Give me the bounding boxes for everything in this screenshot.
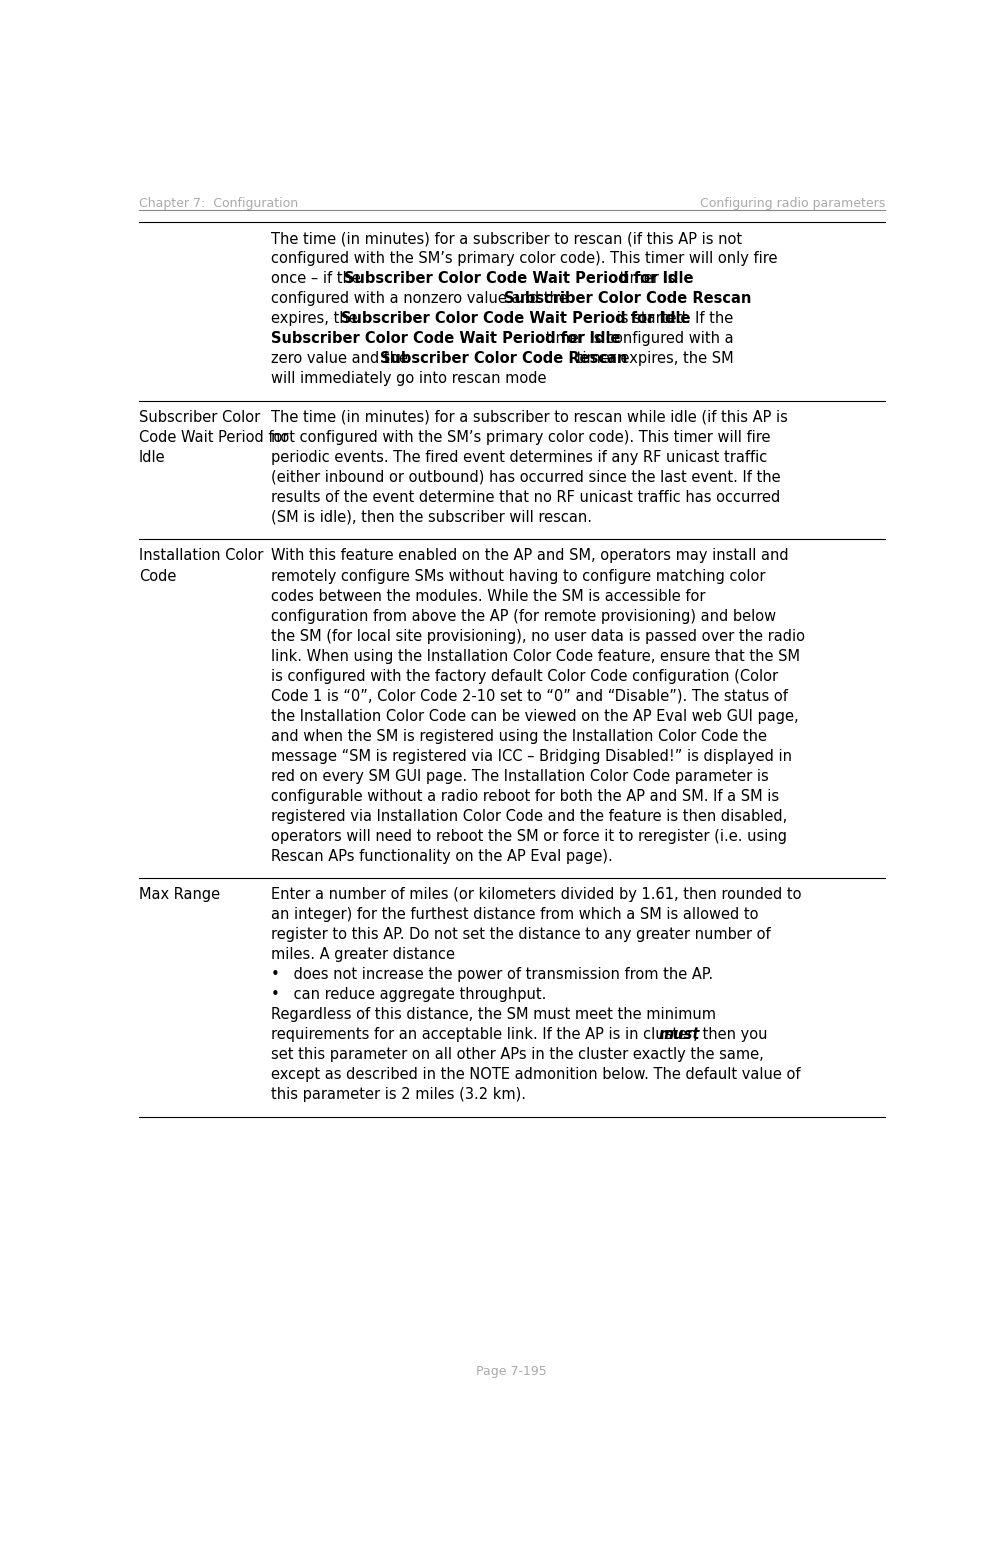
Text: •   does not increase the power of transmission from the AP.: • does not increase the power of transmi… [271,967,712,983]
Text: configured with a nonzero value and the: configured with a nonzero value and the [271,291,572,306]
Text: miles. A greater distance: miles. A greater distance [271,947,455,963]
Text: Subscriber Color Code Wait Period for Idle: Subscriber Color Code Wait Period for Id… [271,331,620,347]
Text: must: must [659,1028,700,1042]
Text: is started. If the: is started. If the [612,311,733,327]
Text: periodic events. The fired event determines if any RF unicast traffic: periodic events. The fired event determi… [271,449,767,465]
Text: the Installation Color Code can be viewed on the AP Eval web GUI page,: the Installation Color Code can be viewe… [271,709,798,723]
Text: message “SM is registered via ICC – Bridging Disabled!” is displayed in: message “SM is registered via ICC – Brid… [271,748,791,764]
Text: timer expires, the SM: timer expires, the SM [572,351,733,367]
Text: Code Wait Period for: Code Wait Period for [139,429,289,445]
Text: (either inbound or outbound) has occurred since the last event. If the: (either inbound or outbound) has occurre… [271,470,780,485]
Text: red on every SM GUI page. The Installation Color Code parameter is: red on every SM GUI page. The Installati… [271,768,768,784]
Text: results of the event determine that no RF unicast traffic has occurred: results of the event determine that no R… [271,490,780,505]
Text: Idle: Idle [139,449,166,465]
Text: Subscriber Color Code Wait Period for Idle: Subscriber Color Code Wait Period for Id… [344,271,693,286]
Text: Code 1 is “0”, Color Code 2-10 set to “0” and “Disable”). The status of: Code 1 is “0”, Color Code 2-10 set to “0… [271,689,787,704]
Text: set this parameter on all other APs in the cluster exactly the same,: set this parameter on all other APs in t… [271,1048,763,1062]
Text: Code: Code [139,569,176,583]
Text: •   can reduce aggregate throughput.: • can reduce aggregate throughput. [271,987,545,1003]
Text: With this feature enabled on the AP and SM, operators may install and: With this feature enabled on the AP and … [271,549,788,563]
Text: requirements for an acceptable link. If the AP is in cluster, then you: requirements for an acceptable link. If … [271,1028,771,1042]
Text: configurable without a radio reboot for both the AP and SM. If a SM is: configurable without a radio reboot for … [271,788,778,804]
Text: Chapter 7:  Configuration: Chapter 7: Configuration [139,196,298,210]
Text: the SM (for local site provisioning), no user data is passed over the radio: the SM (for local site provisioning), no… [271,628,804,644]
Text: and when the SM is registered using the Installation Color Code the: and when the SM is registered using the … [271,729,766,743]
Text: The time (in minutes) for a subscriber to rescan (if this AP is not: The time (in minutes) for a subscriber t… [271,232,741,246]
Text: link. When using the Installation Color Code feature, ensure that the SM: link. When using the Installation Color … [271,648,799,664]
Text: timer is configured with a: timer is configured with a [541,331,734,347]
Text: Enter a number of miles (or kilometers divided by 1.61, then rounded to: Enter a number of miles (or kilometers d… [271,888,801,902]
Text: an integer) for the furthest distance from which a SM is allowed to: an integer) for the furthest distance fr… [271,907,758,922]
Text: The time (in minutes) for a subscriber to rescan while idle (if this AP is: The time (in minutes) for a subscriber t… [271,411,787,425]
Text: once – if the: once – if the [271,271,365,286]
Text: except as described in the NOTE admonition below. The default value of: except as described in the NOTE admoniti… [271,1067,800,1082]
Text: Configuring radio parameters: Configuring radio parameters [700,196,885,210]
Text: will immediately go into rescan mode: will immediately go into rescan mode [271,372,546,386]
Text: operators will need to reboot the SM or force it to reregister (i.e. using: operators will need to reboot the SM or … [271,829,786,844]
Text: register to this AP. Do not set the distance to any greater number of: register to this AP. Do not set the dist… [271,927,770,942]
Text: Max Range: Max Range [139,888,220,902]
Text: zero value and the: zero value and the [271,351,413,367]
Text: this parameter is 2 miles (3.2 km).: this parameter is 2 miles (3.2 km). [271,1087,525,1102]
Text: configuration from above the AP (for remote provisioning) and below: configuration from above the AP (for rem… [271,608,775,624]
Text: configured with the SM’s primary color code). This timer will only fire: configured with the SM’s primary color c… [271,252,777,266]
Text: is configured with the factory default Color Code configuration (Color: is configured with the factory default C… [271,669,777,684]
Text: Subscriber Color Code Rescan: Subscriber Color Code Rescan [504,291,751,306]
Text: timer is: timer is [614,271,675,286]
Text: Rescan APs functionality on the AP Eval page).: Rescan APs functionality on the AP Eval … [271,849,612,863]
Text: Subscriber Color Code Rescan: Subscriber Color Code Rescan [381,351,627,367]
Text: not configured with the SM’s primary color code). This timer will fire: not configured with the SM’s primary col… [271,429,770,445]
Text: codes between the modules. While the SM is accessible for: codes between the modules. While the SM … [271,588,705,603]
Text: registered via Installation Color Code and the feature is then disabled,: registered via Installation Color Code a… [271,809,787,824]
Text: Page 7-195: Page 7-195 [477,1365,547,1378]
Text: Subscriber Color Code Wait Period for Idle: Subscriber Color Code Wait Period for Id… [342,311,690,327]
Text: expires, the: expires, the [271,311,362,327]
Text: (SM is idle), then the subscriber will rescan.: (SM is idle), then the subscriber will r… [271,510,591,526]
Text: Installation Color: Installation Color [139,549,263,563]
Text: remotely configure SMs without having to configure matching color: remotely configure SMs without having to… [271,569,765,583]
Text: Regardless of this distance, the SM must meet the minimum: Regardless of this distance, the SM must… [271,1008,715,1023]
Text: Subscriber Color: Subscriber Color [139,411,260,425]
